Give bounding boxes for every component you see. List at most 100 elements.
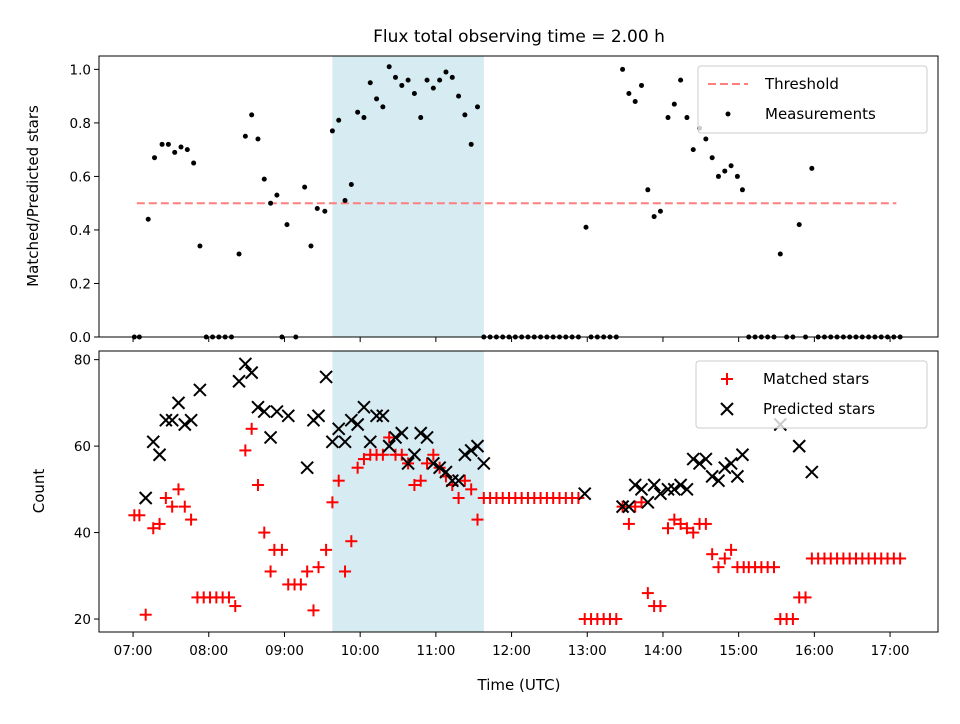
measurement-point xyxy=(620,66,626,72)
measurement-point xyxy=(645,187,651,193)
measurement-point xyxy=(456,93,462,99)
predicted-star-point xyxy=(432,461,447,475)
measurement-point xyxy=(302,184,308,190)
measurement-point xyxy=(468,141,474,147)
measurement-point xyxy=(651,214,657,220)
matched-star-point xyxy=(421,457,434,470)
predicted-star-point xyxy=(244,365,259,380)
measurement-point xyxy=(684,115,690,121)
bottom-legend: Matched stars Predicted stars xyxy=(695,360,928,429)
top-y-tick-label: 0.6 xyxy=(70,169,91,185)
predicted-star-point xyxy=(686,452,700,466)
predicted-star-point xyxy=(420,430,434,445)
predicted-star-point xyxy=(680,482,694,497)
bottom-x-axis: 07:00 08:00 09:00 10:00 11:00 12:00 13:00 14:00… xyxy=(114,632,910,659)
top-panel: 0.0 0.2 0.4 0.6 0.8 1.0 Matched/Predicted sta… xyxy=(24,55,939,346)
predicted-star-point xyxy=(193,383,207,397)
predicted-star-point xyxy=(470,439,485,453)
threshold-legend-label: Threshold xyxy=(764,75,839,93)
measurement-point xyxy=(709,155,715,161)
matched-star-point xyxy=(395,448,408,461)
measurement-point xyxy=(165,141,171,147)
predicted-star-point xyxy=(634,482,649,497)
predicted-star-point xyxy=(711,473,726,488)
bottom-y-axis-label: Count xyxy=(30,469,48,514)
predicted-star-point xyxy=(653,486,668,501)
matched-star-point xyxy=(674,517,687,530)
matched-star-point xyxy=(357,453,370,466)
matched-star-point xyxy=(307,604,320,617)
predicted-star-point xyxy=(159,413,173,427)
top-y-tick-label: 0.2 xyxy=(70,276,91,292)
matched-star-point xyxy=(427,448,440,461)
matched-star-point xyxy=(345,535,358,548)
matched-star-point xyxy=(133,509,146,522)
top-y-axis: 0.0 0.2 0.4 0.6 0.8 1.0 xyxy=(70,62,99,346)
matched-star-point xyxy=(301,565,314,578)
matched-star-point xyxy=(894,552,907,565)
top-y-tick-label: 0.0 xyxy=(70,330,91,346)
measurement-point xyxy=(308,243,314,249)
top-y-tick-label: 0.4 xyxy=(70,223,91,239)
predicted-star-point xyxy=(622,499,636,514)
predicted-star-point xyxy=(300,461,314,475)
measurement-point xyxy=(777,251,783,257)
matched-star-point xyxy=(258,526,271,539)
predicted-star-point xyxy=(451,473,466,488)
matched-star-point xyxy=(178,500,191,513)
matched-star-point xyxy=(767,561,780,574)
matched-star-point xyxy=(687,526,700,539)
predicted-star-point xyxy=(401,456,415,471)
top-y-tick-label: 0.8 xyxy=(70,116,91,132)
predicted-star-point xyxy=(251,400,265,414)
matched-star-point xyxy=(185,513,198,526)
predicted-star-point xyxy=(178,417,192,432)
predicted-star-point xyxy=(445,473,459,488)
measurement-point xyxy=(392,74,398,80)
measurement-point xyxy=(152,155,158,161)
predicted-star-point xyxy=(641,495,655,510)
measurement-point xyxy=(261,176,267,182)
matched-star-point xyxy=(326,496,339,509)
predicted-legend-label: Predicted stars xyxy=(763,400,875,418)
measurement-point xyxy=(437,77,443,83)
predicted-star-point xyxy=(699,452,713,466)
matched-star-point xyxy=(622,517,635,530)
predicted-star-point xyxy=(718,461,732,475)
bottom-plot-frame xyxy=(98,350,939,633)
matched-star-point xyxy=(465,483,478,496)
bottom-y-tick-label: 20 xyxy=(74,612,91,628)
matched-star-point xyxy=(718,552,731,565)
predicted-star-point xyxy=(414,426,428,440)
predicted-star-point xyxy=(263,430,278,445)
matched-star-point xyxy=(320,543,333,556)
matched-star-point xyxy=(471,513,484,526)
matched-star-point xyxy=(376,448,389,461)
predicted-star-point xyxy=(388,430,403,445)
measurement-point xyxy=(284,222,290,228)
predicted-star-point xyxy=(270,404,284,419)
predicted-star-point xyxy=(146,435,160,449)
predicted-star-point xyxy=(363,435,377,449)
measurement-point xyxy=(178,144,184,150)
matched-star-point xyxy=(662,522,675,535)
predicted-star-point xyxy=(407,448,422,462)
predicted-star-point xyxy=(382,439,396,453)
predicted-star-point xyxy=(477,456,491,471)
measurement-point xyxy=(242,133,248,139)
x-tick-label: 07:00 xyxy=(114,643,153,659)
matched-star-point xyxy=(383,431,396,444)
predicted-star-point xyxy=(325,435,340,449)
top-highlight-span xyxy=(332,56,484,337)
predicted-star-point xyxy=(661,482,675,497)
measurement-point xyxy=(690,147,696,153)
matched-star-point xyxy=(680,522,693,535)
measurement-point xyxy=(342,198,348,204)
measurement-point xyxy=(796,222,802,228)
measurement-point xyxy=(443,69,449,75)
predicted-stars-series xyxy=(138,357,819,514)
measurements-series xyxy=(131,64,903,340)
predicted-legend-swatch xyxy=(720,402,734,416)
measurement-point xyxy=(145,216,151,222)
